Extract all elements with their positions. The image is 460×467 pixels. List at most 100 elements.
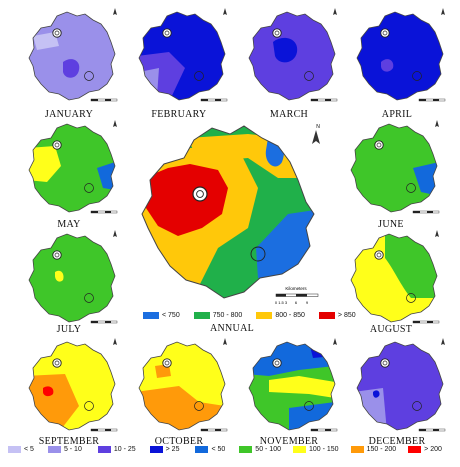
district-boundary <box>138 11 226 101</box>
legend-label: 5 - 10 <box>63 446 82 453</box>
month-map-panel <box>18 336 120 436</box>
monthly-legend-item: 150 - 200 <box>350 446 396 453</box>
month-map <box>350 230 440 324</box>
north-arrow-icon <box>223 8 227 15</box>
scale-bar <box>310 428 338 432</box>
rainfall-zone <box>373 390 380 398</box>
scale-bar <box>200 428 228 432</box>
city-seal-icon <box>272 28 282 38</box>
legend-swatch <box>97 446 111 453</box>
monthly-legend-item: 100 - 150 <box>292 446 339 453</box>
north-label: N <box>316 124 320 130</box>
month-map <box>248 338 338 432</box>
monthly-legend-item: 5 - 10 <box>47 446 82 453</box>
annual-legend-swatch <box>256 312 273 319</box>
north-arrow-icon <box>333 338 337 345</box>
city-seal-icon <box>374 140 384 150</box>
north-arrow-icon <box>435 120 439 127</box>
legend-label: > 200 <box>424 446 442 453</box>
scale-bar <box>418 98 446 102</box>
annual-map: N Kilometers 0 1.5 3 6 9 <box>141 124 320 305</box>
scale-bar <box>418 428 446 432</box>
month-map-panel <box>346 6 448 106</box>
monthly-legend-item: < 50 <box>195 446 225 453</box>
month-map-panel <box>128 6 230 106</box>
annual-legend-label: 800 - 850 <box>275 312 305 319</box>
district-boundary <box>138 341 226 431</box>
legend-swatch <box>47 446 61 453</box>
station-circle-icon <box>412 401 422 411</box>
annual-legend-label: 750 - 800 <box>212 312 243 319</box>
rainfall-zone <box>361 417 366 423</box>
district-boundary <box>28 123 116 213</box>
city-seal-icon <box>380 28 390 38</box>
rainfall-zone <box>269 376 335 398</box>
monthly-legend-item: > 25 <box>149 446 180 453</box>
station-circle-icon <box>194 71 204 81</box>
legend-swatch <box>292 446 306 453</box>
scale-tick-label: 3 <box>285 300 288 305</box>
scale-tick-label: 0 <box>275 300 278 305</box>
north-arrow-icon <box>441 338 445 345</box>
station-circle-icon <box>304 71 314 81</box>
month-label: SEPTEMBER <box>38 436 100 447</box>
rainfall-zone <box>33 32 59 50</box>
month-map <box>28 338 118 432</box>
station-circle-icon <box>84 401 94 411</box>
month-label: JULY <box>56 324 82 335</box>
annual-zone <box>144 164 228 236</box>
city-seal-icon <box>52 28 62 38</box>
north-arrow-icon <box>113 338 117 345</box>
month-label: APRIL <box>381 109 413 120</box>
legend-swatch <box>8 446 21 453</box>
rainfall-zone <box>413 162 437 196</box>
district-boundary <box>28 11 116 101</box>
city-seal-icon <box>380 358 390 368</box>
rainfall-zone <box>97 162 115 190</box>
month-map-panel <box>18 118 120 218</box>
scale-tick-label: 1.5 <box>278 300 284 305</box>
month-label: JANUARY <box>44 109 94 120</box>
district-boundary <box>356 11 444 101</box>
legend-swatch <box>408 446 422 453</box>
month-label: OCTOBER <box>154 436 204 447</box>
annual-legend-swatch <box>143 312 159 319</box>
annual-legend-item: > 850 <box>318 312 356 319</box>
scale-bar <box>90 98 118 102</box>
month-label: FEBRUARY <box>151 109 207 120</box>
annual-legend-item: 800 - 850 <box>256 312 305 319</box>
north-arrow-icon <box>113 230 117 237</box>
scale-bar <box>90 320 118 324</box>
legend-label: > 25 <box>165 446 180 453</box>
month-map-panel <box>128 336 230 436</box>
annual-legend-label: < 750 <box>162 312 180 319</box>
district-boundary <box>28 233 116 323</box>
month-map-panel <box>340 118 442 218</box>
rainfall-zone <box>29 234 115 322</box>
month-map <box>28 8 118 102</box>
month-map <box>138 338 228 432</box>
north-arrow-icon <box>223 338 227 345</box>
month-label: MARCH <box>269 109 309 120</box>
annual-legend-swatch <box>193 312 210 319</box>
north-arrow-icon <box>435 230 439 237</box>
month-label: DECEMBER <box>368 436 426 447</box>
legend-swatch <box>239 446 253 453</box>
legend-label: < 5 <box>24 446 34 453</box>
north-arrow-icon <box>333 8 337 15</box>
scale-bar <box>90 210 118 214</box>
rainfall-zone <box>385 234 437 298</box>
city-seal-icon <box>162 28 172 38</box>
scale-bar <box>412 320 440 324</box>
rainfall-zone <box>357 388 387 430</box>
month-map <box>138 8 228 102</box>
station-circle-icon <box>304 401 314 411</box>
month-map-panel <box>18 228 120 328</box>
station-circle-icon <box>194 401 204 411</box>
scale-bar <box>412 210 440 214</box>
monthly-legend-item: 10 - 25 <box>97 446 136 453</box>
month-map <box>28 120 118 214</box>
annual-map-panel: N Kilometers 0 1.5 3 6 9 <box>128 118 334 312</box>
district-boundary <box>28 341 116 431</box>
rainfall-zone <box>29 16 115 100</box>
